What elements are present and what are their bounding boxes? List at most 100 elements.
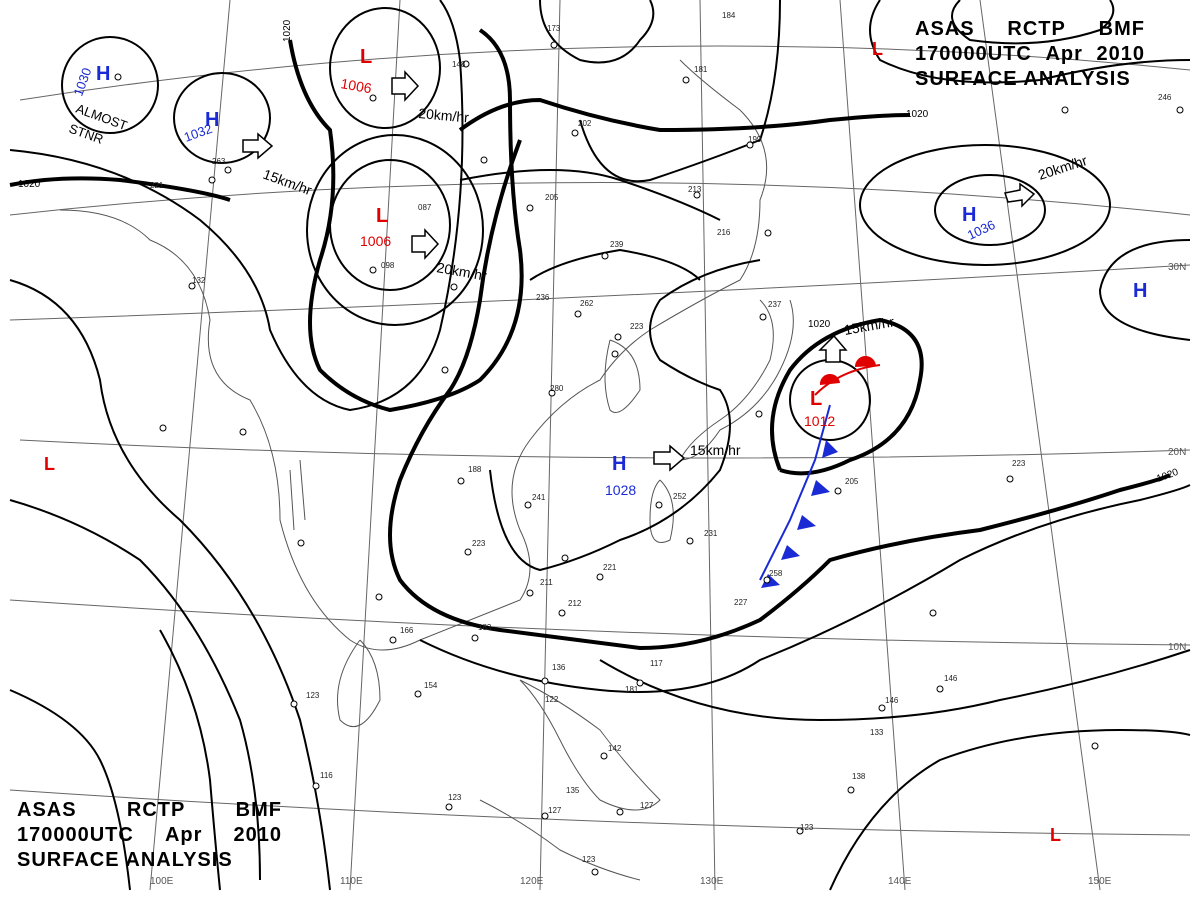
- station-value: 236: [536, 293, 550, 302]
- station-value: 142: [608, 744, 622, 753]
- pressure-centers: H 1030 H 1032 L 1006 L 1006 H 1036 H 102…: [44, 39, 1147, 845]
- station-value: 173: [547, 24, 561, 33]
- lon-label-110e: 110E: [340, 876, 363, 887]
- isobar-label: 1020: [282, 19, 293, 42]
- isobar-label: 1020: [906, 109, 929, 120]
- lon-label-120e: 120E: [520, 876, 544, 887]
- station-values: 173 148 202 205 213 216 199 239 262 236 …: [150, 11, 1172, 864]
- station-value: 202: [578, 119, 592, 128]
- station-value: 223: [630, 322, 644, 331]
- movement-speed-label: 15km/hr: [690, 442, 741, 458]
- cold-front: [759, 404, 838, 588]
- station-value: 227: [734, 598, 748, 607]
- movement-speed-label: 20km/hr: [1036, 152, 1089, 183]
- header-time: 170000UTC: [17, 824, 134, 846]
- low-center-symbol: L: [810, 388, 822, 410]
- station-value: 127: [640, 801, 654, 810]
- station-value: 127: [548, 806, 562, 815]
- station-value: 212: [568, 599, 582, 608]
- header-center: RCTP: [126, 799, 186, 821]
- isobars: [9, 0, 1191, 891]
- lat-label-10n: 10N: [1168, 642, 1186, 653]
- station-value: 148: [452, 60, 466, 69]
- station-value: 146: [885, 696, 899, 705]
- isobar-label: 1020: [1155, 467, 1180, 485]
- low-center-symbol: L: [1050, 825, 1061, 845]
- station-value: 239: [610, 240, 624, 249]
- header-time: 170000UTC: [915, 43, 1032, 65]
- station-value: 221: [150, 181, 164, 190]
- high-center-value: 1030: [70, 66, 94, 98]
- station-value: 123: [800, 823, 814, 832]
- high-center-symbol: H: [962, 204, 976, 226]
- station-value: 138: [852, 772, 866, 781]
- station-value: 183: [478, 623, 492, 632]
- lon-labels: 100E 110E 120E 130E 140E 150E: [150, 876, 1112, 887]
- station-value: 213: [688, 185, 702, 194]
- stationary-note: ALMOST STNR: [67, 101, 129, 147]
- station-value: 116: [320, 771, 333, 780]
- warm-front: [814, 356, 881, 396]
- station-value: 199: [748, 135, 762, 144]
- station-value: 231: [704, 529, 718, 538]
- lat-label-20n: 20N: [1168, 447, 1186, 458]
- station-value: 181: [625, 685, 639, 694]
- station-value: 188: [468, 465, 482, 474]
- station-value: 123: [306, 691, 320, 700]
- lon-label-150e: 150E: [1088, 876, 1112, 887]
- lat-lon-grid: [9, 0, 1191, 891]
- header-office: BMF: [235, 799, 282, 821]
- station-symbols: [114, 41, 1184, 876]
- low-center-symbol: L: [44, 454, 55, 474]
- station-value: 146: [944, 674, 958, 683]
- movement-speed-label: 20km/hr: [418, 105, 470, 125]
- isobar-label: 1020: [18, 179, 41, 190]
- header-month: Apr: [164, 824, 203, 846]
- high-center-symbol: H: [612, 453, 626, 475]
- station-value: 262: [580, 299, 594, 308]
- high-center-symbol: H: [1133, 280, 1147, 302]
- lon-label-140e: 140E: [888, 876, 912, 887]
- header-office: BMF: [1098, 18, 1145, 40]
- movement-speed-label: 15km/hr: [261, 166, 314, 198]
- movement-labels: 15km/hr 20km/hr 20km/hr 20km/hr 15km/hr …: [261, 105, 1089, 458]
- high-center-symbol: H: [205, 109, 219, 131]
- low-center-symbol: L: [376, 205, 388, 227]
- station-value: 252: [673, 492, 687, 501]
- low-center-symbol: L: [360, 46, 372, 68]
- station-value: 166: [400, 626, 414, 635]
- high-center-value: 1032: [182, 121, 214, 145]
- station-value: 098: [381, 261, 395, 270]
- coastline: [59, 59, 794, 881]
- station-value: 117: [650, 659, 663, 668]
- station-value: 211: [540, 578, 553, 587]
- lon-label-130e: 130E: [700, 876, 724, 887]
- movement-speed-label: 15km/hr: [843, 313, 896, 338]
- station-value: 258: [769, 569, 783, 578]
- isobars-1020: [9, 28, 1171, 651]
- note-stnr: STNR: [67, 121, 105, 147]
- station-value: 136: [552, 663, 566, 672]
- low-center-value: 1006: [360, 233, 391, 249]
- header-top: ASAS RCTP BMF 170000UTC Apr 2010 SURFACE…: [915, 17, 1145, 92]
- station-value: 216: [717, 228, 731, 237]
- station-value: 246: [1158, 93, 1172, 102]
- station-value: 241: [532, 493, 546, 502]
- station-value: 132: [192, 276, 206, 285]
- station-value: 123: [448, 793, 462, 802]
- low-center-value: 1006: [339, 75, 373, 96]
- station-value: 205: [545, 193, 559, 202]
- station-value: 221: [603, 563, 617, 572]
- station-value: 205: [845, 477, 859, 486]
- header-month: Apr: [1045, 43, 1083, 65]
- header-bottom: ASAS RCTP BMF 170000UTC Apr 2010 SURFACE…: [17, 798, 282, 873]
- isobar-label: 1020: [808, 319, 831, 330]
- movement-speed-label: 20km/hr: [435, 259, 488, 284]
- high-center-symbol: H: [96, 63, 110, 85]
- station-value: 123: [582, 855, 596, 864]
- station-value: 154: [424, 681, 438, 690]
- station-value: 223: [472, 539, 486, 548]
- station-value: 122: [545, 695, 559, 704]
- header-year: 2010: [233, 824, 282, 846]
